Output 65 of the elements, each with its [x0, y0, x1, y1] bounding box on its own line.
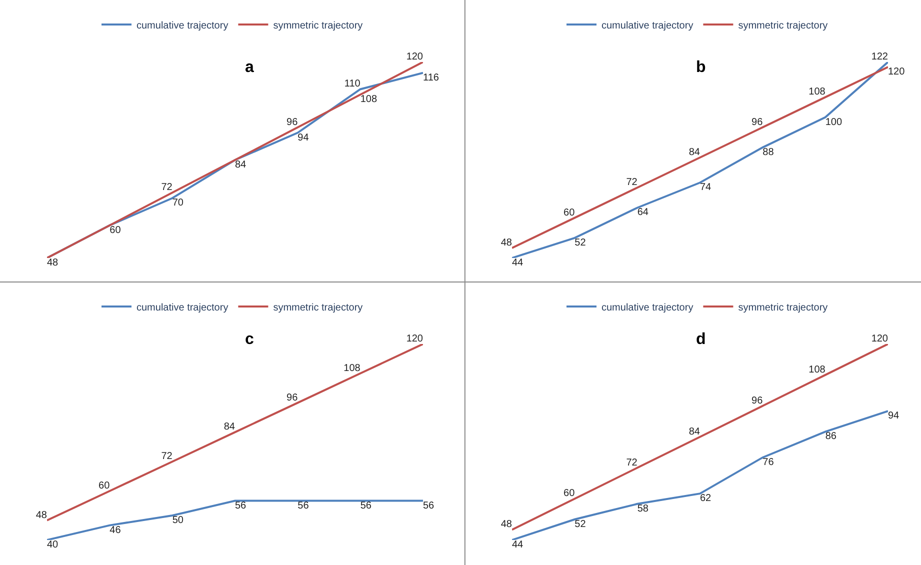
data-label: 44: [512, 540, 524, 550]
data-label: 72: [161, 451, 173, 462]
data-label: 48: [500, 519, 512, 530]
data-label: 50: [172, 515, 184, 526]
data-label: 40: [47, 540, 59, 550]
legend-label: symmetric trajectory: [273, 20, 363, 32]
data-label: 72: [626, 177, 638, 188]
data-label: 108: [808, 86, 826, 98]
data-label: 58: [637, 503, 649, 514]
data-label: 52: [574, 237, 586, 248]
data-label: 46: [110, 524, 122, 536]
data-label: 96: [752, 395, 764, 406]
data-label: 94: [888, 410, 900, 422]
data-label: 96: [286, 116, 298, 128]
legend-label: symmetric trajectory: [273, 302, 363, 314]
chart-title: a: [245, 59, 254, 76]
data-label: 56: [423, 500, 435, 512]
data-label: 86: [825, 431, 837, 442]
data-label: 64: [637, 207, 649, 218]
data-label: 72: [626, 457, 638, 468]
data-label: 62: [700, 493, 712, 504]
data-label: 110: [344, 78, 361, 90]
data-label: 48: [36, 510, 48, 521]
data-label: 76: [762, 456, 774, 468]
data-label: 88: [762, 146, 774, 158]
data-label: 60: [110, 224, 122, 236]
data-label: 48: [47, 258, 59, 268]
data-label: 120: [888, 66, 906, 78]
data-label: 60: [98, 480, 110, 492]
chart-title: c: [245, 331, 254, 348]
data-label: 70: [172, 198, 184, 209]
data-label: 84: [224, 422, 236, 433]
data-label: 72: [161, 182, 173, 194]
legend-label: cumulative trajectory: [602, 302, 694, 314]
legend-label: cumulative trajectory: [136, 302, 228, 314]
data-label: 108: [808, 364, 826, 376]
data-label: 96: [752, 116, 764, 128]
data-label: 52: [574, 518, 586, 530]
legend-label: symmetric trajectory: [738, 20, 828, 32]
data-label: 60: [564, 207, 576, 218]
data-label: 60: [564, 488, 576, 500]
data-label: 74: [700, 182, 712, 194]
data-label: 56: [235, 500, 247, 512]
data-label: 120: [871, 334, 888, 344]
legend-label: cumulative trajectory: [602, 20, 694, 32]
data-label: 122: [871, 52, 888, 62]
legend-label: symmetric trajectory: [738, 302, 828, 314]
data-label: 108: [360, 94, 378, 106]
data-label: 116: [423, 72, 440, 84]
data-label: 96: [286, 392, 298, 404]
data-label: 56: [298, 500, 310, 512]
data-label: 120: [406, 52, 424, 62]
data-label: 108: [344, 362, 361, 374]
data-label: 84: [235, 160, 247, 170]
data-label: 44: [512, 258, 524, 268]
data-label: 94: [298, 132, 310, 144]
data-label: 84: [688, 146, 700, 158]
data-label: 120: [406, 334, 424, 344]
data-label: 48: [500, 237, 512, 248]
chart-title: b: [696, 59, 706, 76]
data-label: 100: [825, 116, 842, 128]
data-label: 56: [360, 500, 372, 512]
data-label: 84: [688, 426, 700, 438]
chart-title: d: [696, 331, 706, 348]
legend-label: cumulative trajectory: [136, 20, 228, 32]
